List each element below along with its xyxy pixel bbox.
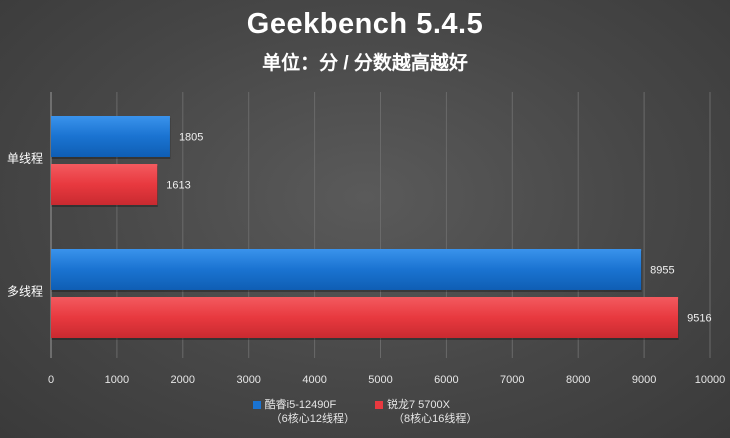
data-label-2-2: 9516: [687, 313, 711, 325]
legend-label-series-2: 锐龙7 5700X: [387, 399, 450, 411]
x-tick-label-8000: 8000: [566, 374, 590, 386]
data-label-2-1: 1613: [166, 180, 190, 192]
legend-swatch-series-2: [375, 401, 383, 409]
chart-title: Geekbench 5.4.5: [246, 8, 484, 40]
category-label-2: 多线程: [7, 284, 43, 299]
legend: 酷睿i5-12490F （6核心12线程） 锐龙7 5700X （8核心16线程…: [0, 398, 730, 426]
bar-2-1: [51, 164, 158, 205]
x-tick-label-5000: 5000: [368, 374, 392, 386]
x-tick-label-9000: 9000: [632, 374, 656, 386]
category-label-1: 单线程: [7, 151, 43, 166]
x-tick-label-2000: 2000: [171, 374, 195, 386]
legend-sublabel-series-2: （8核心16线程）: [393, 413, 478, 425]
x-tick-label-4000: 4000: [302, 374, 326, 386]
legend-item-series-2: 锐龙7 5700X （8核心16线程）: [375, 398, 477, 426]
legend-sublabel-series-1: （6核心12线程）: [270, 413, 355, 425]
data-label-1-1: 1805: [179, 132, 203, 144]
bar-2-2: [51, 297, 679, 338]
x-tick-label-1000: 1000: [105, 374, 129, 386]
x-tick-label-7000: 7000: [500, 374, 524, 386]
legend-item-series-1: 酷睿i5-12490F （6核心12线程）: [252, 398, 355, 426]
legend-swatch-series-1: [252, 401, 261, 409]
bar-1-1: [51, 116, 170, 157]
x-tick-label-0: 0: [48, 374, 54, 386]
x-tick-label-6000: 6000: [434, 374, 458, 386]
chart-subtitle: 单位：分 / 分数越高越好: [262, 53, 468, 74]
legend-label-series-1: 酷睿i5-12490F: [264, 399, 337, 411]
x-tick-label-3000: 3000: [236, 374, 260, 386]
data-label-1-2: 8955: [650, 265, 674, 277]
bar-1-2: [51, 249, 642, 290]
x-tick-label-10000: 10000: [695, 374, 726, 386]
